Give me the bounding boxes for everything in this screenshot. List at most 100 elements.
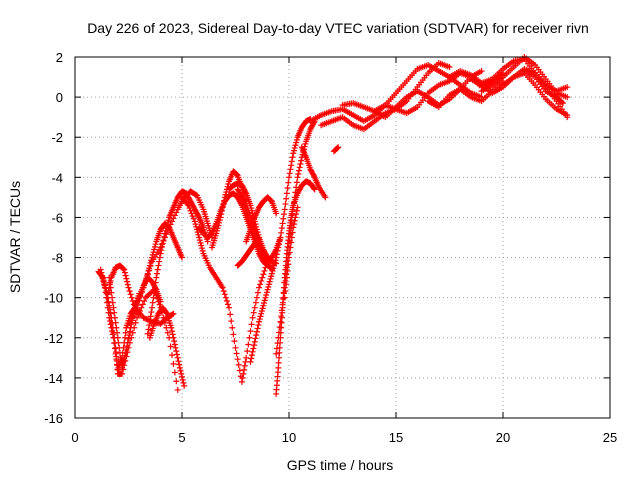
data-point bbox=[254, 289, 261, 296]
data-point bbox=[156, 258, 163, 265]
data-point bbox=[229, 324, 236, 331]
data-point bbox=[101, 281, 108, 288]
data-point bbox=[252, 335, 259, 342]
grid-layer bbox=[75, 57, 610, 418]
data-point bbox=[285, 179, 292, 186]
data-point bbox=[124, 339, 131, 346]
data-point bbox=[559, 100, 566, 107]
data-point bbox=[99, 275, 106, 282]
data-point bbox=[144, 270, 151, 277]
data-point bbox=[256, 234, 263, 241]
series-track-8 bbox=[146, 304, 188, 389]
data-point bbox=[221, 291, 228, 298]
data-point bbox=[255, 235, 262, 242]
data-point bbox=[120, 358, 127, 365]
data-point bbox=[334, 144, 341, 151]
x-tick-label: 15 bbox=[389, 430, 403, 445]
data-point bbox=[287, 244, 294, 251]
data-point bbox=[190, 215, 197, 222]
data-point bbox=[293, 211, 300, 218]
data-point bbox=[564, 84, 571, 91]
data-point bbox=[138, 304, 145, 311]
data-point bbox=[151, 284, 158, 291]
data-point bbox=[171, 338, 178, 345]
data-point bbox=[167, 343, 174, 350]
data-point bbox=[291, 217, 298, 224]
data-point bbox=[243, 354, 250, 361]
data-point bbox=[149, 304, 156, 311]
data-point bbox=[235, 361, 242, 368]
data-point bbox=[245, 214, 252, 221]
y-tick-label: -16 bbox=[44, 411, 63, 426]
data-point bbox=[273, 350, 280, 357]
data-point bbox=[121, 269, 128, 276]
data-point bbox=[125, 284, 132, 291]
data-point bbox=[213, 227, 220, 234]
data-point bbox=[179, 373, 185, 380]
data-point bbox=[273, 251, 280, 258]
data-point bbox=[169, 328, 176, 335]
data-point bbox=[125, 335, 132, 342]
data-point bbox=[119, 364, 126, 371]
data-point bbox=[100, 278, 107, 285]
series-track-20 bbox=[281, 204, 301, 301]
data-point bbox=[238, 193, 245, 200]
data-point bbox=[286, 254, 292, 261]
data-point bbox=[310, 172, 317, 179]
data-point bbox=[151, 246, 158, 253]
data-point bbox=[114, 329, 121, 336]
data-point bbox=[172, 344, 179, 351]
data-point bbox=[238, 378, 245, 385]
data-point bbox=[277, 234, 284, 241]
series-track-21 bbox=[330, 144, 342, 155]
data-point bbox=[116, 344, 123, 351]
data-point bbox=[196, 237, 203, 244]
data-point bbox=[169, 218, 176, 225]
data-point bbox=[221, 197, 228, 204]
data-point bbox=[268, 270, 275, 277]
data-point bbox=[258, 310, 265, 317]
data-point bbox=[290, 147, 297, 154]
data-point bbox=[246, 334, 253, 341]
data-point bbox=[266, 278, 273, 285]
data-point bbox=[272, 257, 279, 264]
data-point bbox=[266, 281, 273, 288]
data-point bbox=[107, 284, 114, 291]
data-point bbox=[171, 341, 178, 348]
data-point bbox=[275, 359, 282, 366]
data-point bbox=[114, 334, 121, 341]
data-point bbox=[170, 215, 177, 222]
data-point bbox=[281, 284, 288, 291]
data-point bbox=[174, 351, 181, 358]
data-point bbox=[174, 386, 181, 393]
data-point bbox=[247, 202, 254, 209]
data-point bbox=[268, 273, 275, 280]
data-point bbox=[128, 294, 135, 301]
data-point bbox=[127, 291, 134, 298]
data-point bbox=[283, 195, 290, 202]
data-point bbox=[104, 291, 111, 298]
data-point bbox=[129, 298, 136, 305]
data-point bbox=[175, 358, 182, 365]
data-point bbox=[293, 139, 300, 146]
data-point bbox=[106, 274, 113, 281]
data-point bbox=[253, 294, 260, 301]
data-point bbox=[242, 189, 249, 196]
data-point bbox=[179, 254, 185, 261]
data-point bbox=[278, 313, 285, 320]
data-point bbox=[248, 205, 255, 212]
data-point bbox=[558, 99, 565, 106]
data-point bbox=[157, 250, 164, 257]
y-tick-label: 0 bbox=[56, 90, 63, 105]
data-point bbox=[294, 204, 301, 211]
data-point bbox=[115, 339, 122, 346]
data-point bbox=[161, 233, 168, 240]
series-track-7 bbox=[140, 220, 185, 291]
data-point bbox=[261, 267, 268, 274]
data-point bbox=[253, 328, 260, 335]
data-point bbox=[243, 209, 250, 216]
data-point bbox=[173, 378, 180, 385]
data-point bbox=[247, 328, 254, 335]
